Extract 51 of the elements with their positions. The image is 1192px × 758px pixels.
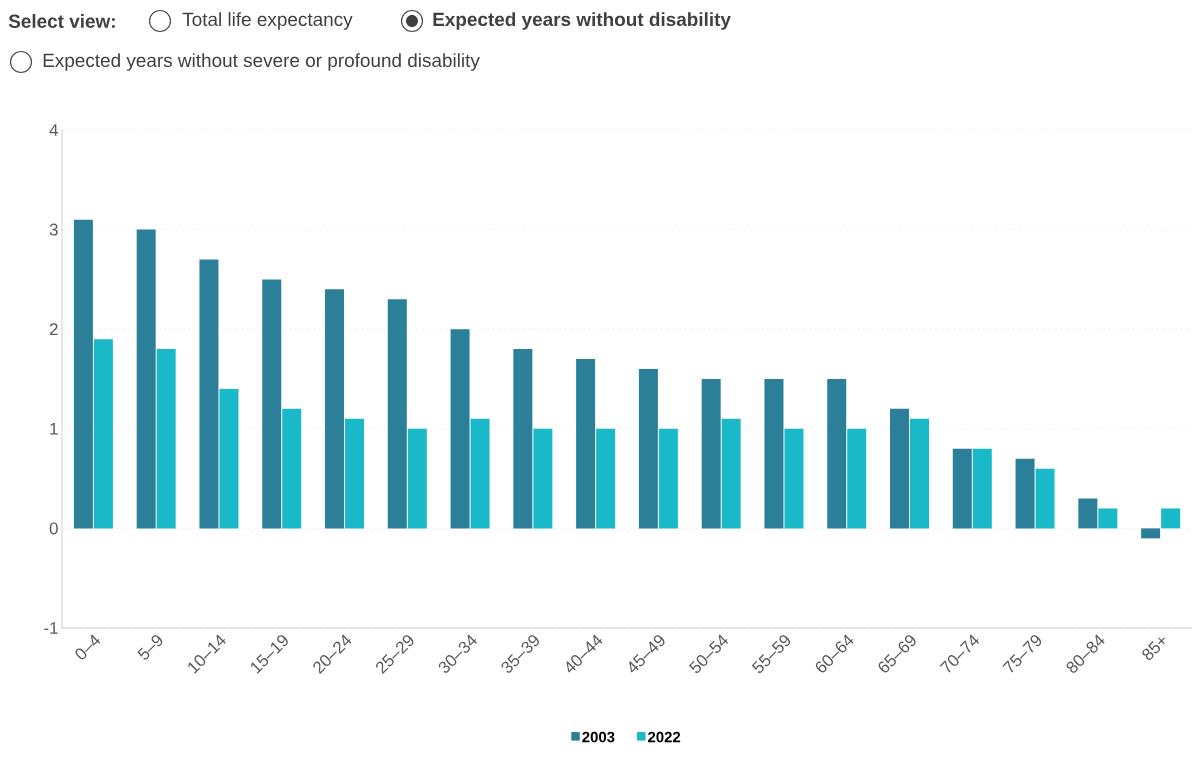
bar <box>345 418 365 529</box>
bar <box>596 428 616 529</box>
bar <box>513 349 533 529</box>
bar <box>387 299 407 529</box>
bar <box>1161 508 1181 529</box>
bar <box>701 378 721 529</box>
bar <box>136 229 156 529</box>
bar <box>784 428 804 529</box>
y-tick-label: 4 <box>49 124 58 136</box>
bar <box>576 359 596 529</box>
y-tick-label: -1 <box>44 622 58 634</box>
bar <box>890 408 910 529</box>
bar <box>156 349 176 529</box>
bar <box>219 388 239 529</box>
bar <box>325 289 345 529</box>
bar <box>638 369 658 529</box>
bar <box>1098 508 1118 529</box>
legend-label: 2003 <box>582 731 615 743</box>
bar <box>827 378 847 529</box>
bar <box>1015 458 1035 529</box>
bar <box>262 279 282 529</box>
text: Total life expectancy <box>182 12 353 30</box>
x-tick-label: 0–4 <box>75 634 101 660</box>
bar <box>73 219 93 529</box>
bar <box>1078 498 1098 529</box>
bar <box>450 329 470 529</box>
text: Select view: <box>8 14 115 28</box>
bar <box>910 418 930 529</box>
y-tick-label: 1 <box>50 422 58 435</box>
bar <box>533 428 553 529</box>
bar <box>282 408 302 529</box>
bar <box>1141 528 1161 539</box>
bar <box>407 428 427 529</box>
bar <box>764 378 784 529</box>
bar <box>721 418 741 529</box>
bar <box>1035 468 1055 529</box>
y-tick-label: 0 <box>49 522 58 535</box>
bar <box>847 428 867 529</box>
text: Expected years without disability <box>433 12 731 30</box>
bar <box>972 448 992 529</box>
text: Expected years without severe or profound disability <box>43 53 480 71</box>
x-tick-label: 5–9 <box>137 635 163 660</box>
y-tick-label: 2 <box>49 323 58 336</box>
bar <box>93 339 113 529</box>
x-tick-label: 85+ <box>1142 637 1165 660</box>
y-tick-label: 3 <box>49 223 58 236</box>
legend-label: 2022 <box>648 731 681 743</box>
bar <box>470 418 490 529</box>
bar <box>952 448 972 529</box>
bar <box>199 259 219 529</box>
bar <box>658 428 678 529</box>
